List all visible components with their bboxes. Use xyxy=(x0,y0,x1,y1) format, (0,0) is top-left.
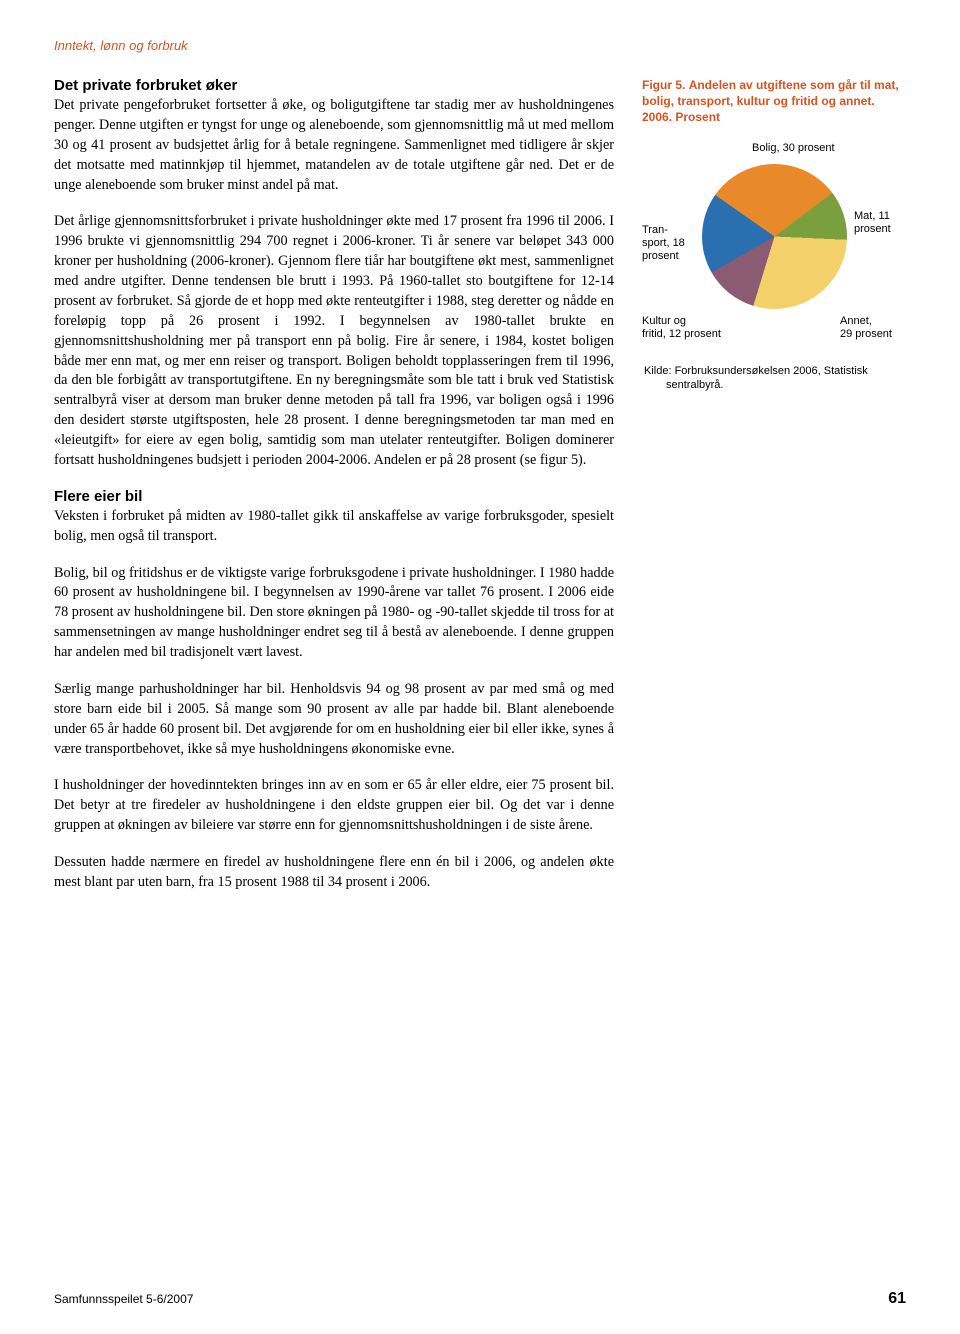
figure-caption: Figur 5. Andelen av utgiftene som går ti… xyxy=(642,77,902,126)
pie-label-mat: Mat, 11prosent xyxy=(854,210,904,236)
pie-label-kultur: Kultur ogfritid, 12 prosent xyxy=(642,315,752,341)
section-1-heading: Det private forbruket øker xyxy=(54,77,614,94)
pie-label-bolig: Bolig, 30 prosent xyxy=(752,142,872,155)
section-2-p3: Særlig mange parhusholdninger har bil. H… xyxy=(54,680,614,760)
sidebar-column: Figur 5. Andelen av utgiftene som går ti… xyxy=(642,77,902,910)
section-1-p2: Det årlige gjennomsnittsforbruket i priv… xyxy=(54,212,614,470)
section-2-p5: Dessuten hadde nærmere en firedel av hus… xyxy=(54,853,614,893)
section-2-p2: Bolig, bil og fritidshus er de viktigste… xyxy=(54,564,614,663)
section-2: Flere eier bil Veksten i forbruket på mi… xyxy=(54,488,614,893)
section-2-heading: Flere eier bil xyxy=(54,488,614,505)
section-2-p4: I husholdninger der hovedinntekten bring… xyxy=(54,776,614,836)
footer-page-number: 61 xyxy=(888,1290,906,1308)
pie-chart: Bolig, 30 prosent Mat, 11prosent Annet,2… xyxy=(642,140,902,350)
page-footer: Samfunnsspeilet 5-6/2007 61 xyxy=(54,1290,906,1308)
section-2-p1: Veksten i forbruket på midten av 1980-ta… xyxy=(54,507,614,547)
pie-graphic xyxy=(702,164,847,309)
section-header: Inntekt, lønn og forbruk xyxy=(54,38,906,53)
footer-publication: Samfunnsspeilet 5-6/2007 xyxy=(54,1292,193,1306)
section-1: Det private forbruket øker Det private p… xyxy=(54,77,614,471)
pie-label-annet: Annet,29 prosent xyxy=(840,315,910,341)
figure-source: Kilde: Forbruksundersøkelsen 2006, Stati… xyxy=(664,364,902,394)
main-column: Det private forbruket øker Det private p… xyxy=(54,77,614,910)
section-1-p1: Det private pengeforbruket fortsetter å … xyxy=(54,96,614,195)
figure-number: Figur 5. xyxy=(642,78,685,92)
pie-label-transport: Tran-sport, 18prosent xyxy=(642,224,700,264)
